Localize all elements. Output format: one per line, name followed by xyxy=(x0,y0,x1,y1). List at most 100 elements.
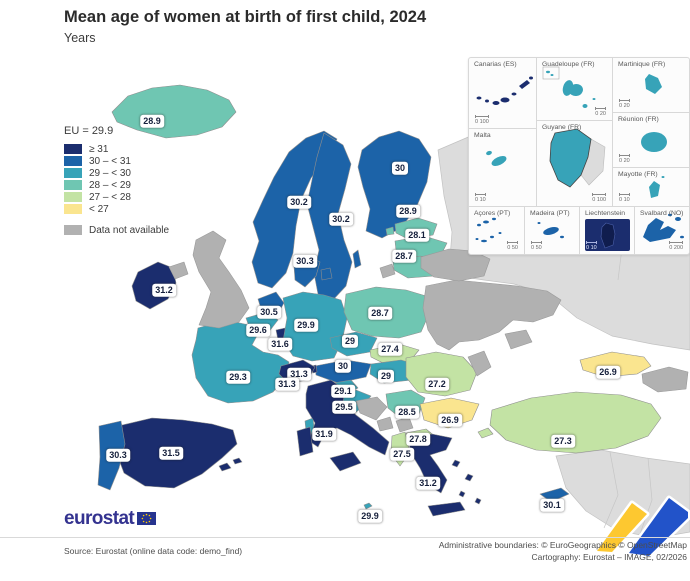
region-italy xyxy=(296,426,314,457)
inset-acores: Açores (PT) 0 50 xyxy=(469,206,524,254)
inset-guyane: Guyane (FR) 0 100 xyxy=(537,121,612,206)
ribbon-blue xyxy=(629,498,688,556)
scalebar-line xyxy=(592,193,606,196)
inset-label: Malta xyxy=(474,132,491,139)
region-romania xyxy=(405,351,478,397)
inset-madeira: Madeira (PT) 0 50 xyxy=(524,206,579,254)
outside-internal-border xyxy=(603,451,619,529)
region-netherlands xyxy=(257,291,285,316)
legend-swatch xyxy=(64,204,82,214)
scalebar-numbers: 0 10 xyxy=(619,197,630,203)
legend-swatch xyxy=(64,180,82,190)
region-france xyxy=(191,319,290,404)
inset-shape xyxy=(475,238,479,240)
inset-shape xyxy=(661,176,665,178)
inset-shape xyxy=(675,217,681,221)
region-bulgaria xyxy=(419,397,480,429)
inset-shape xyxy=(498,232,502,234)
outside-internal-border xyxy=(639,457,653,535)
inset-shape xyxy=(483,220,489,224)
map-credits: Administrative boundaries: © EuroGeograp… xyxy=(439,540,687,563)
scalebar-line xyxy=(619,99,630,102)
region-austria xyxy=(314,359,372,384)
inset-shape xyxy=(490,235,494,239)
region-spain xyxy=(218,462,232,472)
inset-shape xyxy=(643,218,676,242)
legend-swatch xyxy=(64,156,82,166)
region-nodata-ukraine xyxy=(422,279,562,351)
page-title: Mean age of women at birth of first chil… xyxy=(64,8,427,26)
inset-scalebar: 0 20 xyxy=(619,154,630,164)
region-turkey xyxy=(477,427,494,439)
region-serbia xyxy=(385,389,426,421)
inset-shape xyxy=(560,235,564,239)
inset-reunion: Réunion (FR) 0 20 xyxy=(612,113,689,168)
inset-shape xyxy=(546,70,550,74)
region-nodata-kaliningrad xyxy=(379,263,396,279)
region-poland xyxy=(343,286,430,339)
region-italy xyxy=(305,379,390,456)
inset-territory-shape xyxy=(476,76,533,105)
inset-shape xyxy=(543,227,559,235)
inset-shape xyxy=(668,213,672,217)
inset-scalebar: 0 100 xyxy=(592,193,606,203)
inset-shape xyxy=(537,222,541,224)
overseas-inset-panel: Canarias (ES) 0 100 Guadeloupe (FR) 0 20 Mar… xyxy=(468,57,690,255)
scalebar-line xyxy=(619,154,630,157)
region-greece xyxy=(464,473,474,482)
legend-class-label: 29 – < 30 xyxy=(89,167,131,179)
inset-shape xyxy=(486,150,492,156)
region-malta xyxy=(363,502,373,510)
eurostat-logo-text: eurostat xyxy=(64,508,135,529)
region-nodata-belarus xyxy=(420,248,491,282)
scalebar-numbers: 0 50 xyxy=(531,245,542,251)
inset-shape xyxy=(485,99,489,103)
page-subtitle: Years xyxy=(64,31,96,45)
inset-label: Martinique (FR) xyxy=(618,61,666,68)
inset-guadeloupe: Guadeloupe (FR) 0 20 xyxy=(537,58,612,121)
legend-no-data-label: Data not available xyxy=(89,224,170,236)
inset-shape xyxy=(680,235,684,239)
inset-territory-shape xyxy=(641,132,667,152)
legend-class-row: 30 – < 31 xyxy=(64,155,169,167)
inset-scalebar: 0 20 xyxy=(619,99,630,109)
legend-class-label: 30 – < 31 xyxy=(89,155,131,167)
scalebar-numbers: 0 10 xyxy=(475,197,486,203)
inset-label: Canarias (ES) xyxy=(474,61,517,68)
inset-shape xyxy=(511,92,517,96)
inset-shape xyxy=(600,222,616,249)
region-greece xyxy=(474,497,482,505)
source-note: Source: Eurostat (online data code: demo… xyxy=(64,546,243,556)
legend-class-label: 27 – < 28 xyxy=(89,191,131,203)
region-nodata-united-kingdom xyxy=(192,230,250,329)
credit-boundaries: Administrative boundaries: © EuroGeograp… xyxy=(438,540,687,550)
region-sweden xyxy=(352,249,362,269)
region-cyprus xyxy=(539,487,570,503)
region-spain xyxy=(115,417,238,489)
scalebar-numbers: 0 100 xyxy=(475,119,489,125)
scalebar-numbers: 0 20 xyxy=(619,158,630,164)
inset-shape xyxy=(519,80,530,89)
region-portugal xyxy=(97,420,126,491)
inset-shape xyxy=(477,223,481,227)
inset-scalebar: 0 50 xyxy=(507,241,518,251)
inset-scalebar: 0 10 xyxy=(475,193,486,203)
legend-class-row: < 27 xyxy=(64,203,169,215)
inset-territory-shape xyxy=(649,176,665,198)
scalebar-numbers: 0 200 xyxy=(669,245,683,251)
scalebar-line xyxy=(595,107,606,110)
inset-shape xyxy=(481,239,487,243)
inset-shape xyxy=(492,217,496,221)
region-estonia xyxy=(385,226,395,236)
region-greece xyxy=(427,501,466,517)
inset-canarias: Canarias (ES) 0 100 xyxy=(469,58,537,129)
legend-class-row: 27 – < 28 xyxy=(64,191,169,203)
region-nodata-moldova xyxy=(467,350,492,377)
inset-shape xyxy=(592,98,596,100)
legend-class-label: < 27 xyxy=(89,203,109,215)
inset-shape xyxy=(542,66,560,80)
inset-label: Liechtenstein xyxy=(585,210,626,217)
legend-swatch xyxy=(64,192,82,202)
region-spain xyxy=(232,457,243,465)
region-nodata-northern-ireland xyxy=(168,261,189,280)
